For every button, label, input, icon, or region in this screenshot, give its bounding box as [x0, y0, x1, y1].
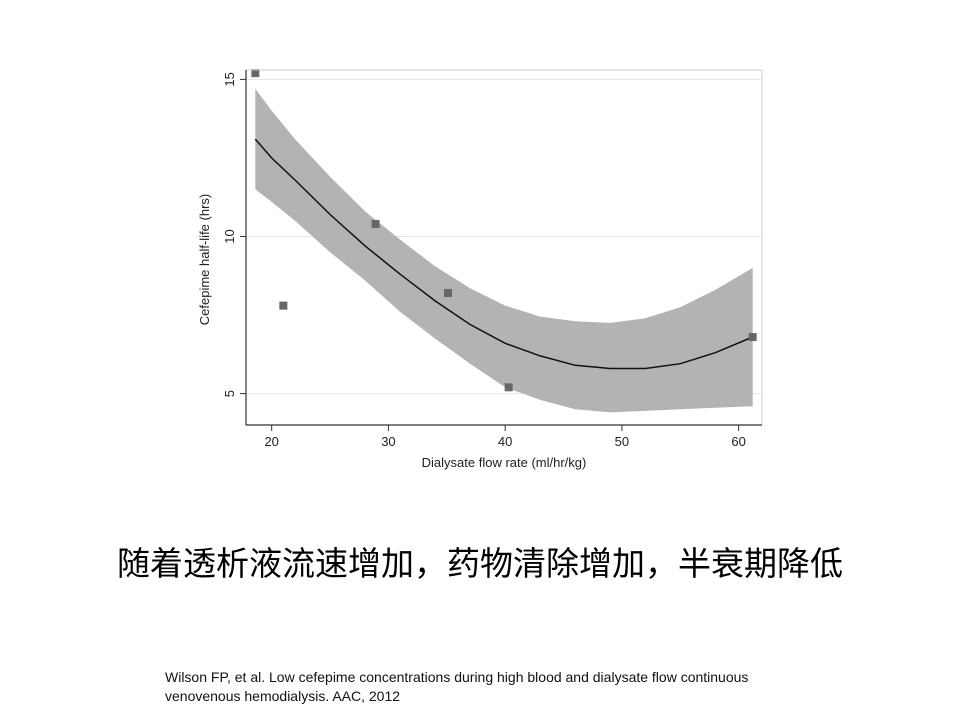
x-tick-label-50: 50	[615, 434, 629, 449]
data-point-3	[371, 219, 380, 228]
citation-line-2: venovenous hemodialysis. AAC, 2012	[165, 688, 401, 704]
fit-curve	[254, 138, 753, 370]
data-points	[251, 69, 757, 392]
y-tick-label-5: 5	[222, 390, 237, 397]
x-tick-label-30: 30	[381, 434, 395, 449]
x-axis-label: Dialysate flow rate (ml/hr/kg)	[422, 455, 587, 470]
slide-caption: 随着透析液流速增加，药物清除增加，半衰期降低	[117, 544, 843, 583]
x-tick-label-40: 40	[498, 434, 512, 449]
y-axis: 5 10 15	[222, 70, 247, 425]
x-tick-label-20: 20	[264, 434, 278, 449]
scatter-chart: 20 30 40 50 60 5 10 15 Dialysate flow rate (ml…	[197, 69, 763, 470]
data-point-5	[504, 383, 513, 392]
data-point-1	[251, 69, 260, 78]
citation-line-1: Wilson FP, et al. Low cefepime concentra…	[165, 669, 749, 685]
y-tick-label-10: 10	[222, 229, 237, 243]
data-point-4	[443, 289, 452, 298]
data-point-2	[279, 301, 288, 310]
y-axis-label: Cefepime half-life (hrs)	[197, 194, 212, 326]
x-axis: 20 30 40 50 60	[246, 424, 762, 449]
citation: Wilson FP, et al. Low cefepime concentra…	[165, 668, 885, 706]
data-point-6	[748, 333, 757, 342]
y-tick-label-15: 15	[222, 72, 237, 86]
confidence-band	[255, 88, 753, 413]
x-tick-label-60: 60	[731, 434, 745, 449]
